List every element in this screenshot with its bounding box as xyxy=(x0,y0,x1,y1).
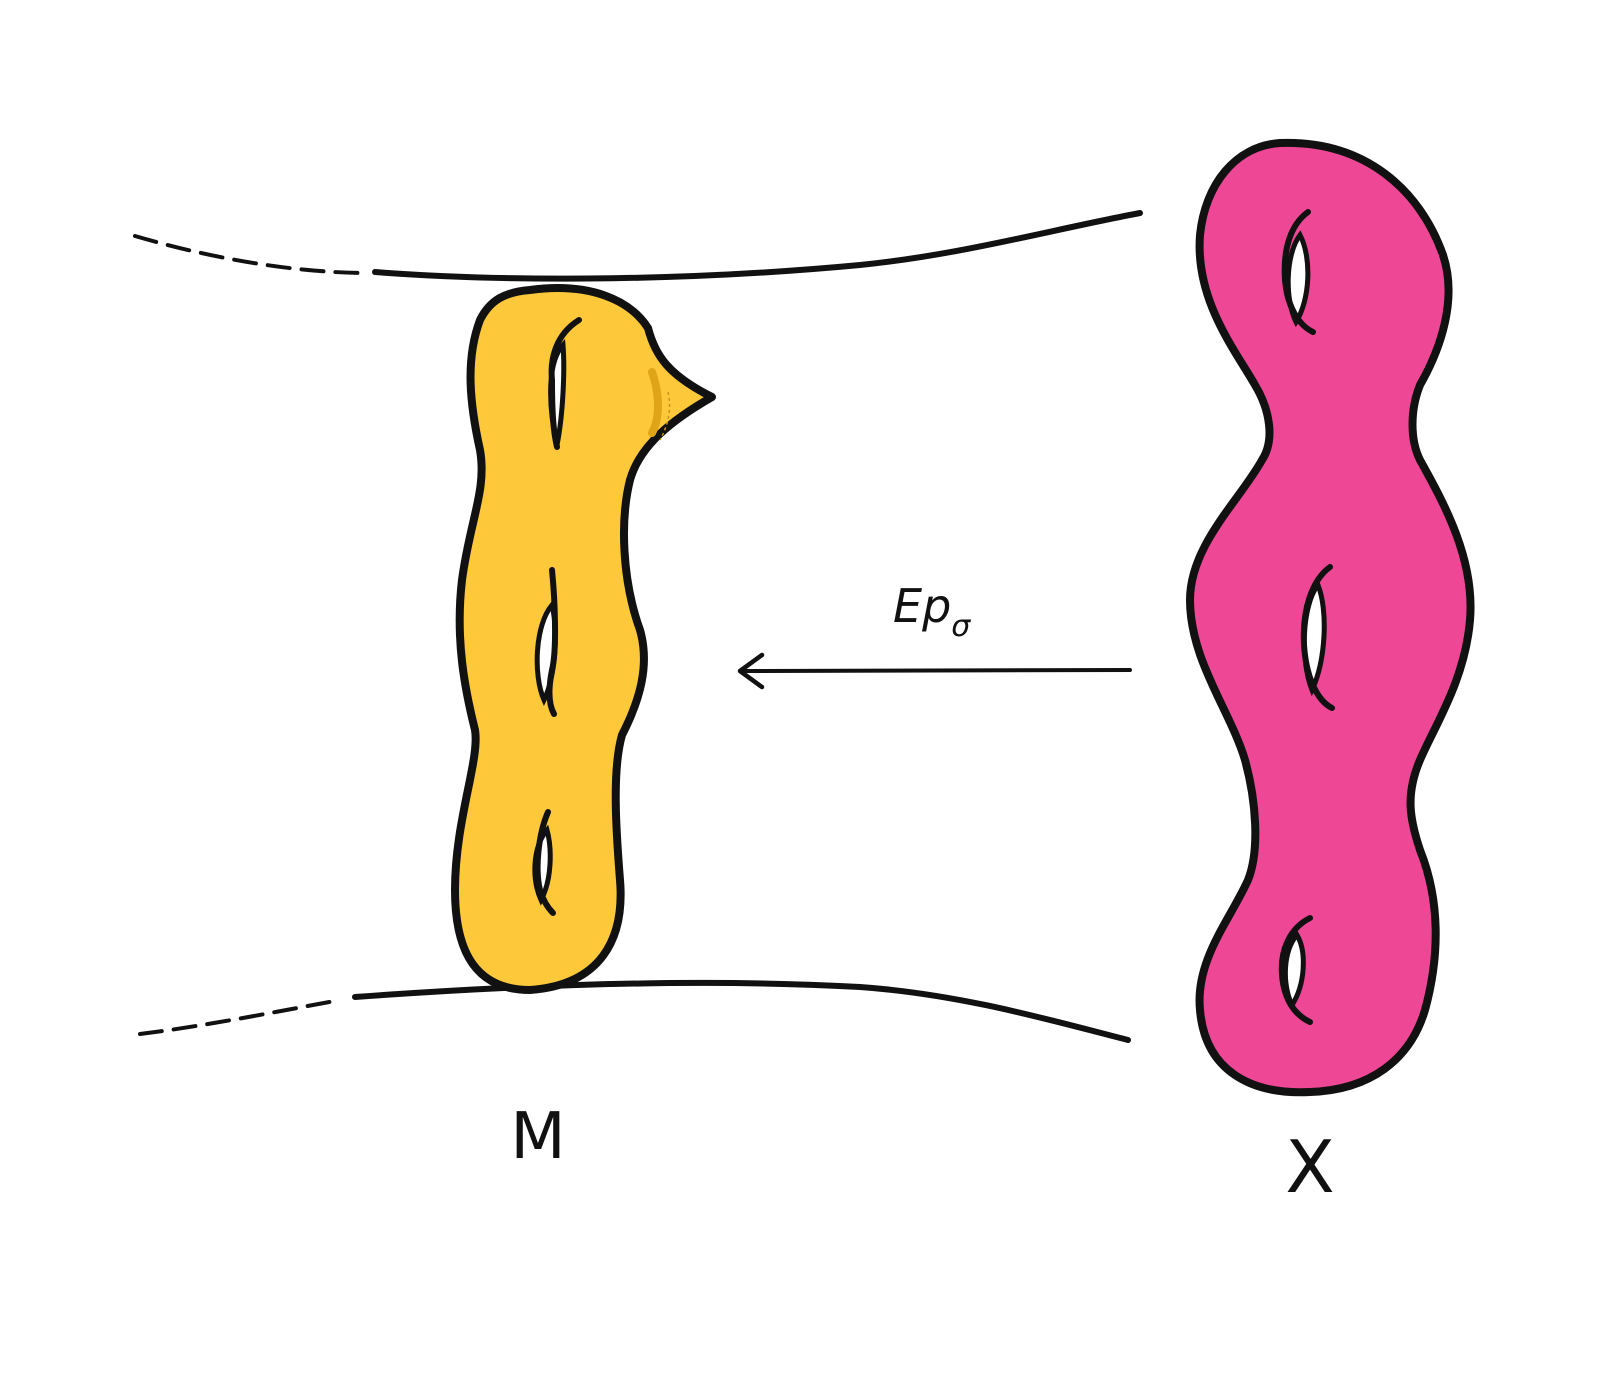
surface-x-body xyxy=(1186,138,1475,1097)
ep-sigma-arrow xyxy=(737,652,1132,690)
surface-x xyxy=(1186,138,1475,1097)
cusp-fold-line xyxy=(659,391,671,441)
arrow-shaft xyxy=(743,668,1132,673)
arrow-label-subscript: σ xyxy=(951,609,971,644)
surface-x-hole-2 xyxy=(1300,564,1335,711)
surface-m-label: M xyxy=(510,1100,565,1174)
surface-m-body xyxy=(451,284,716,994)
surface-m-hole-3 xyxy=(532,809,556,916)
surface-m xyxy=(451,284,716,994)
lower-curve-dashed xyxy=(138,998,342,1036)
upper-curve-dashed xyxy=(133,234,364,275)
upper-curve xyxy=(372,210,1143,282)
cusp-shading xyxy=(648,368,662,437)
arrow-label-main: Ep xyxy=(893,579,951,633)
surface-m-hole-1 xyxy=(548,317,582,450)
surface-x-hole-3 xyxy=(1278,915,1313,1025)
surface-x-hole-1 xyxy=(1281,209,1316,335)
arrow-head xyxy=(737,652,765,690)
arrow-label: Epσ xyxy=(893,579,971,644)
surface-m-hole-2 xyxy=(534,567,559,717)
lower-curve xyxy=(352,979,1131,1043)
surface-x-label: X xyxy=(1285,1125,1334,1209)
